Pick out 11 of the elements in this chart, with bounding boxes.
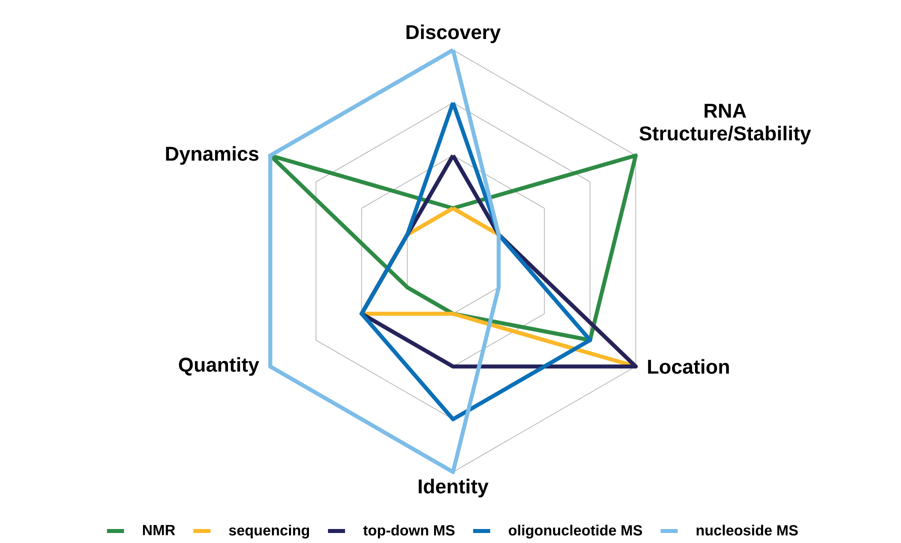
legend-label: NMR: [143, 525, 176, 536]
spoke-label: Dynamics: [166, 146, 258, 165]
spoke-label: Discovery: [406, 24, 501, 44]
legend-label: oligonucleotide MS: [508, 524, 642, 539]
legend-label: nucleoside MS: [696, 524, 798, 536]
spoke-label: RNA Structure/Stability: [639, 104, 812, 145]
spoke-label: Location: [648, 359, 729, 374]
legend-label: sequencing: [229, 524, 309, 539]
spoke-label: Identity: [418, 478, 488, 498]
legend-label: top-down MS: [363, 524, 455, 539]
spoke-label: Quantity: [178, 357, 260, 376]
